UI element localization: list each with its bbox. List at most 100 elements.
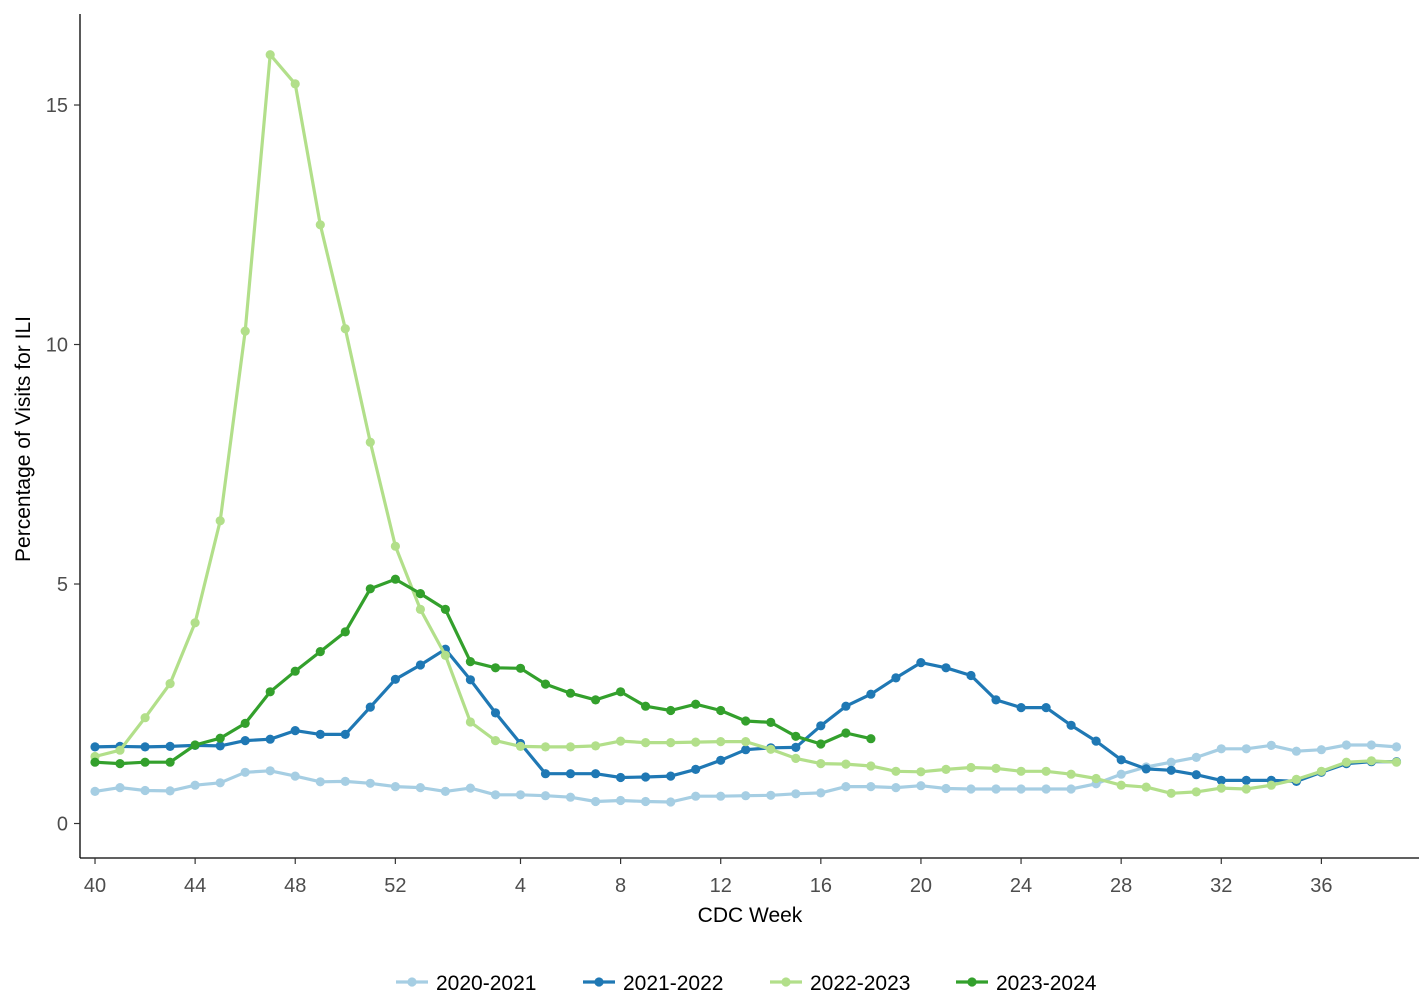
data-point [641, 772, 651, 782]
legend-key-point [407, 977, 417, 987]
x-tick-label: 20 [910, 875, 932, 897]
y-tick-label: 10 [46, 335, 68, 357]
data-point [1216, 775, 1226, 786]
data-point [1366, 740, 1376, 750]
data-point [215, 516, 225, 526]
data-point [390, 782, 400, 792]
data-point [616, 772, 626, 783]
data-point [1066, 720, 1076, 730]
data-point [791, 742, 801, 753]
data-point [1391, 742, 1402, 752]
data-point [1066, 784, 1076, 794]
legend-entry: 2021-2022 [583, 972, 723, 995]
data-point [490, 790, 501, 800]
legend-label: 2022-2023 [810, 972, 910, 994]
data-point [966, 784, 976, 794]
data-point [691, 791, 701, 801]
data-point [991, 784, 1001, 794]
data-point [1141, 782, 1151, 792]
data-point [390, 574, 400, 584]
series-line [93, 647, 1399, 784]
data-point [1041, 766, 1051, 776]
data-point [215, 733, 225, 743]
data-point [165, 741, 175, 752]
data-point [440, 650, 450, 661]
data-point [390, 541, 400, 551]
data-point [215, 778, 225, 788]
x-tick-label: 16 [810, 875, 832, 897]
data-point [791, 753, 801, 764]
x-tick-label: 8 [615, 875, 626, 897]
data-point [90, 757, 100, 767]
data-point [540, 791, 551, 801]
data-point [440, 604, 450, 615]
data-point [415, 604, 425, 615]
x-axis-title: CDC Week [698, 904, 803, 927]
data-point [816, 788, 826, 798]
data-point [1066, 769, 1076, 779]
data-point [415, 589, 425, 599]
data-point [290, 666, 300, 676]
data-point [1116, 755, 1126, 765]
data-point [565, 742, 576, 752]
data-point [240, 718, 250, 729]
data-point [766, 744, 776, 754]
data-point [716, 755, 726, 765]
data-point [966, 670, 976, 681]
data-point [1241, 784, 1251, 794]
data-point [591, 769, 601, 779]
data-point [365, 584, 375, 594]
data-point [741, 737, 751, 747]
data-point [716, 791, 726, 801]
data-point [1166, 757, 1176, 767]
data-point [90, 742, 100, 752]
x-tick-label: 48 [284, 875, 306, 897]
data-point [1166, 788, 1176, 798]
legend-entry: 2022-2023 [770, 972, 910, 995]
data-point [1016, 703, 1026, 713]
data-point [165, 679, 175, 689]
data-point [165, 757, 175, 767]
data-point [265, 734, 275, 744]
data-point [1266, 740, 1276, 751]
data-point [941, 663, 951, 673]
data-point [666, 797, 676, 807]
data-point [891, 766, 901, 776]
data-point [515, 790, 526, 800]
data-point [1241, 775, 1251, 786]
data-point [866, 782, 876, 792]
data-point [691, 737, 701, 747]
data-point [866, 689, 876, 699]
data-point [165, 786, 175, 796]
data-point [691, 699, 701, 709]
data-point [666, 771, 676, 781]
x-tick-label: 24 [1010, 875, 1032, 897]
data-point [265, 687, 275, 697]
data-point [440, 786, 450, 797]
legend-label: 2023-2024 [996, 972, 1097, 994]
data-point [215, 741, 225, 751]
data-point [741, 745, 751, 755]
data-point [966, 762, 976, 773]
data-point [1191, 770, 1201, 780]
data-point [1316, 745, 1326, 755]
data-point [265, 50, 275, 60]
data-point [490, 736, 501, 746]
data-point [240, 736, 250, 746]
x-tick-label: 32 [1210, 875, 1232, 897]
data-point [390, 674, 400, 684]
x-tick-label: 12 [710, 875, 732, 897]
data-point [265, 766, 275, 776]
data-point [616, 795, 626, 806]
y-tick-label: 0 [57, 814, 68, 836]
data-point [1291, 774, 1301, 785]
y-tick-label: 15 [46, 95, 68, 117]
data-point [1241, 744, 1251, 754]
data-point [1116, 769, 1126, 779]
data-point [540, 769, 551, 779]
data-point [140, 742, 150, 752]
x-tick-label: 44 [184, 875, 206, 897]
series-2021-2022 [90, 644, 1402, 787]
